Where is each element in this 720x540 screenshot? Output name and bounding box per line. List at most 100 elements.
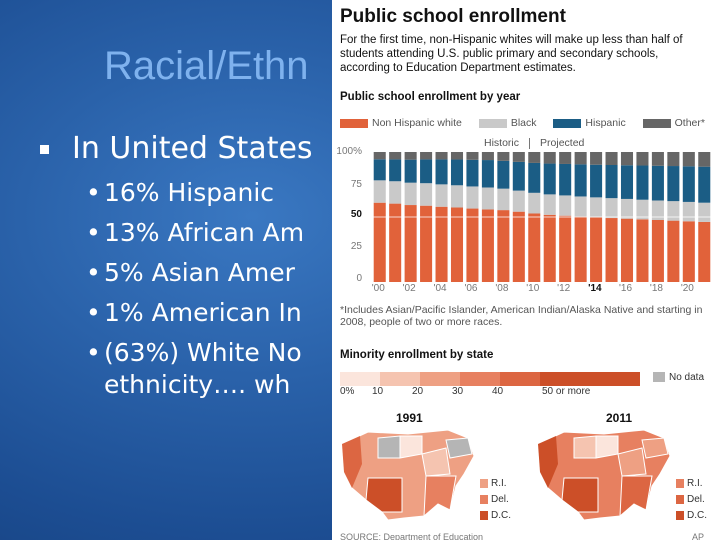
scale-step <box>420 372 460 386</box>
sub-bullet: • 1% American In <box>86 298 302 327</box>
scale-step <box>500 372 540 386</box>
legend-item: Other* <box>642 117 705 129</box>
bar-segment <box>574 216 587 282</box>
bar-segment <box>450 152 464 160</box>
y-tick-label: 50 <box>350 209 362 220</box>
enrollment-chart <box>372 152 712 282</box>
bar-segment <box>389 159 402 182</box>
bar-segment <box>435 184 448 207</box>
infographic-title: Public school enrollment <box>340 6 566 27</box>
bar-segment <box>543 152 556 164</box>
chart-footnote: *Includes Asian/Pacific Islander, Americ… <box>340 304 703 328</box>
bar-segment <box>404 182 417 206</box>
bar-segment <box>590 217 603 282</box>
scale-step <box>380 372 420 386</box>
bar-segment <box>450 159 464 186</box>
sub-bullet: • 13% African Am <box>86 218 305 247</box>
x-tick-label: '10 <box>526 283 540 294</box>
slide-title: Racial/Ethn <box>104 44 309 88</box>
projected-label: Projected <box>540 137 585 149</box>
main-bullet-text: In United States <box>72 131 313 166</box>
bar-segment <box>620 165 634 199</box>
bar-segment <box>620 152 634 166</box>
bar-segment <box>373 180 386 203</box>
no-data-key: No data <box>653 372 704 383</box>
bar-segment <box>420 205 433 282</box>
infographic-subtitle: For the first time, non-Hispanic whites … <box>340 34 683 74</box>
small-state-key: R.I. <box>480 478 507 489</box>
bar-segment <box>667 201 680 221</box>
small-state-key: Del. <box>480 494 509 505</box>
bar-segment <box>481 152 494 161</box>
bar-segment <box>420 183 433 206</box>
x-tick-label: '14 <box>588 283 602 294</box>
bar-segment <box>373 159 386 181</box>
x-tick-label: '00 <box>371 283 385 294</box>
x-tick-label: '06 <box>464 283 478 294</box>
bar-segment <box>420 159 433 184</box>
bar-segment <box>450 207 464 282</box>
sub-bullet: • (63%) White No <box>86 338 302 367</box>
bar-segment <box>497 160 510 189</box>
bar-segment <box>698 166 711 203</box>
scale-label: 40 <box>492 386 504 397</box>
square-bullet-icon <box>40 145 49 154</box>
bar-segment <box>404 159 417 183</box>
x-tick-label: '12 <box>557 283 571 294</box>
bar-segment <box>373 152 386 160</box>
x-tick-label: '02 <box>402 283 416 294</box>
map-year-2011: 2011 <box>606 411 633 425</box>
sub-bullet: • 5% Asian Amer <box>86 258 295 287</box>
small-state-key: Del. <box>676 494 705 505</box>
bar-segment <box>590 164 603 198</box>
bar-segment <box>605 165 618 199</box>
bar-segment <box>435 159 448 185</box>
bar-segment <box>543 214 556 282</box>
bar-segment <box>466 208 479 282</box>
historic-projected-label: Historic Projected <box>484 137 584 149</box>
bar-segment <box>404 205 417 282</box>
sub-bullet: • 16% Hispanic <box>86 178 275 207</box>
bar-segment <box>590 152 603 165</box>
bar-segment <box>590 197 603 218</box>
bar-segment <box>389 152 402 160</box>
historic-label: Historic <box>484 137 520 149</box>
legend-item: Hispanic <box>553 117 626 129</box>
bar-segment <box>574 164 587 197</box>
scale-label: 10 <box>372 386 384 397</box>
bar-segment <box>512 152 525 162</box>
bar-segment <box>667 166 680 202</box>
scale-label: 50 or more <box>542 386 591 397</box>
scale-step <box>460 372 500 386</box>
bar-segment <box>651 152 664 166</box>
bar-segment <box>512 190 525 212</box>
bar-segment <box>667 220 680 282</box>
bar-segment <box>682 201 695 222</box>
bar-segment <box>605 152 618 165</box>
bar-segment <box>698 152 711 167</box>
bar-segment <box>481 209 494 282</box>
bar-segment <box>559 215 572 282</box>
y-tick-label: 75 <box>350 179 362 190</box>
bar-segment <box>497 152 510 161</box>
bar-segment <box>528 213 541 282</box>
small-state-key: D.C. <box>480 510 511 521</box>
bar-segment <box>466 159 479 187</box>
bar-segment <box>682 152 695 167</box>
bar-segment <box>512 161 525 191</box>
bar-segment <box>698 202 711 222</box>
bar-segment <box>373 202 386 282</box>
x-tick-label: '08 <box>495 283 509 294</box>
y-tick-label: 25 <box>350 241 362 252</box>
bar-segment <box>528 162 541 193</box>
bar-segment <box>667 152 680 167</box>
bar-segment <box>466 186 479 209</box>
bar-segment <box>651 200 664 220</box>
bar-segment <box>435 152 448 160</box>
bar-segment <box>466 152 479 160</box>
credit-label: AP <box>692 532 705 540</box>
x-tick-label: '20 <box>680 283 694 294</box>
legend-swatch <box>478 118 507 128</box>
bar-segment <box>404 152 417 160</box>
small-state-key: R.I. <box>676 478 703 489</box>
